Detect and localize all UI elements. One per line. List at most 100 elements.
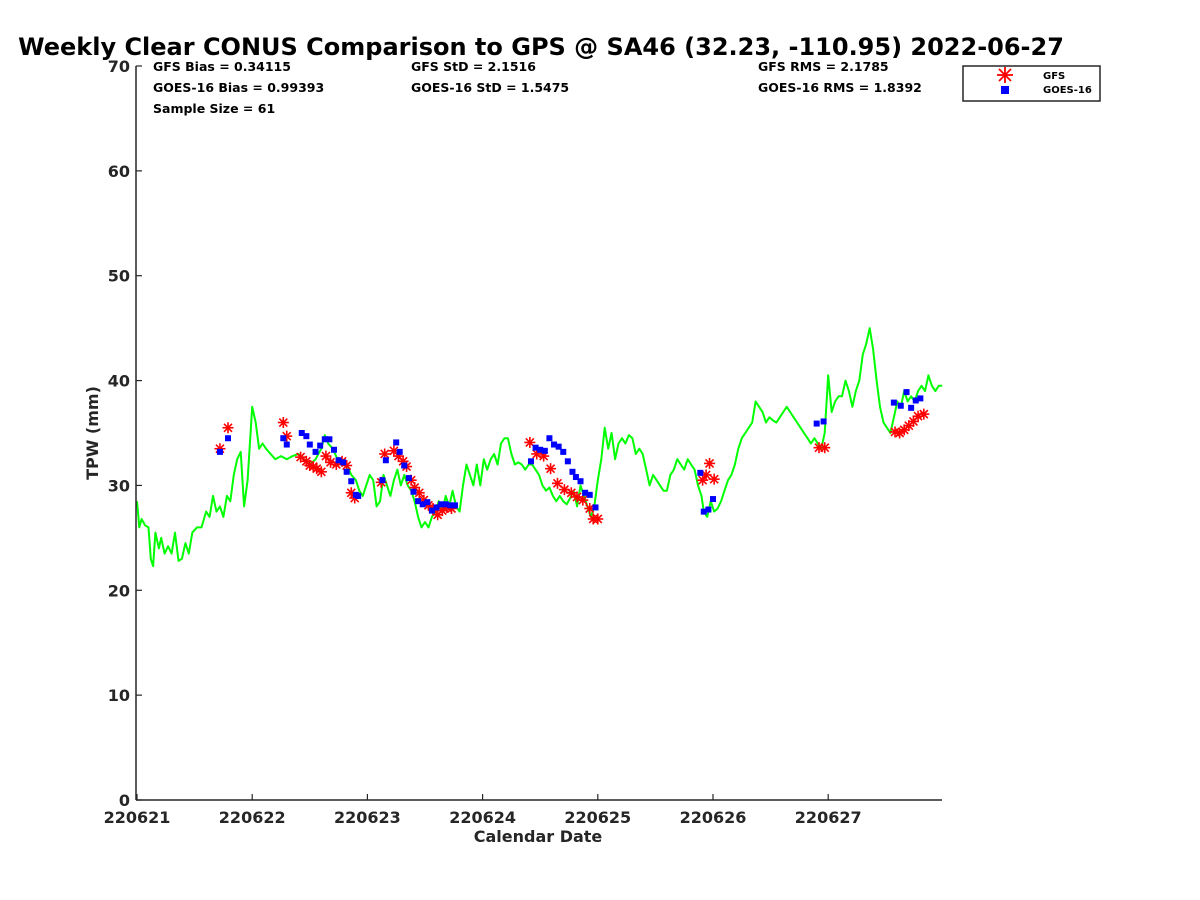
x-tick-label: 220627 — [795, 808, 862, 827]
x-tick-label: 220626 — [680, 808, 747, 827]
goes-point — [447, 502, 454, 509]
chart-title: Weekly Clear CONUS Comparison to GPS @ S… — [18, 33, 1064, 61]
stats-block: GFS Bias = 0.34115 GOES-16 Bias = 0.9939… — [153, 59, 922, 116]
gfs-series — [214, 408, 930, 525]
x-axis-label: Calendar Date — [474, 827, 603, 846]
goes-point — [298, 430, 305, 436]
goes-point — [572, 474, 579, 481]
goes-point — [419, 501, 426, 508]
stat-gfs-rms: GFS RMS = 2.1785 — [758, 59, 889, 74]
goes-point — [280, 435, 287, 442]
goes-point — [897, 402, 904, 409]
x-tick-label: 220622 — [219, 808, 286, 827]
y-tick-label: 20 — [108, 581, 130, 600]
gfs-point — [315, 466, 327, 478]
stat-goes-rms: GOES-16 RMS = 1.8392 — [758, 80, 922, 95]
goes-point — [890, 399, 897, 406]
goes-point — [820, 418, 827, 425]
goes-point — [541, 447, 548, 454]
y-tick-label: 10 — [108, 686, 130, 705]
gps-line — [136, 327, 943, 568]
goes-point — [569, 468, 576, 475]
goes-point — [537, 446, 544, 453]
goes-point — [551, 441, 558, 448]
goes-point — [697, 469, 704, 476]
gfs-point — [320, 450, 332, 462]
y-tick-label: 0 — [119, 791, 130, 810]
gfs-point — [700, 469, 712, 481]
gfs-point — [524, 436, 536, 448]
goes-point — [321, 436, 328, 443]
gfs-point — [577, 494, 589, 506]
legend: GFS GOES-16 — [962, 65, 1101, 102]
goes-point — [428, 507, 435, 514]
goes-point — [405, 475, 412, 482]
goes-point — [527, 458, 534, 465]
goes-point — [912, 397, 919, 404]
goes-point — [312, 448, 319, 455]
gfs-point — [708, 473, 720, 485]
gps-series — [136, 327, 943, 568]
goes-point — [705, 506, 712, 513]
y-tick-label: 40 — [108, 372, 130, 391]
goes-point — [283, 441, 290, 448]
gfs-point — [222, 422, 234, 434]
goes-point — [917, 395, 924, 402]
y-tick-label: 30 — [108, 476, 130, 495]
y-tick-label: 50 — [108, 267, 130, 286]
goes-point — [908, 404, 915, 411]
goes-point — [396, 448, 403, 455]
goes-point — [410, 488, 417, 495]
goes-point — [903, 389, 910, 396]
stat-gfs-std: GFS StD = 2.1516 — [411, 59, 536, 74]
goes-point — [393, 439, 400, 446]
goes-point — [303, 433, 310, 440]
goes-point — [564, 458, 571, 465]
gfs-point — [545, 463, 557, 475]
goes-point — [582, 489, 589, 496]
y-tick-label: 70 — [108, 57, 130, 76]
x-tick-label: 220625 — [564, 808, 631, 827]
goes-series — [216, 389, 924, 515]
goes-point — [813, 420, 820, 427]
goes-point — [586, 491, 593, 498]
stat-sample-size: Sample Size = 61 — [153, 101, 275, 116]
y-axis-label: TPW (mm) — [83, 386, 102, 480]
gfs-point — [277, 417, 289, 429]
goes-point — [330, 446, 337, 453]
x-tick-label: 220624 — [449, 808, 516, 827]
gfs-point — [565, 487, 577, 499]
legend-goes-marker-icon — [1001, 86, 1009, 94]
goes-point — [317, 442, 324, 449]
stat-goes-bias: GOES-16 Bias = 0.99393 — [153, 80, 324, 95]
goes-point — [438, 501, 445, 508]
goes-point — [306, 441, 313, 448]
goes-point — [700, 508, 707, 515]
legend-box — [962, 65, 1101, 102]
goes-point — [555, 443, 562, 450]
goes-point — [216, 448, 223, 455]
y-tick-label: 60 — [108, 162, 130, 181]
gfs-point — [413, 487, 425, 499]
goes-point — [424, 499, 431, 506]
goes-point — [379, 477, 386, 484]
goes-point — [355, 492, 362, 499]
x-ticks: 220621 220622 220623 220624 220625 220626 2206… — [104, 794, 862, 827]
x-tick-label: 220623 — [334, 808, 401, 827]
gfs-point — [592, 513, 604, 525]
legend-goes-label: GOES-16 — [1043, 85, 1092, 96]
legend-gfs-marker-icon — [997, 67, 1013, 83]
goes-point — [348, 478, 355, 485]
goes-point — [335, 457, 342, 464]
goes-point — [326, 436, 333, 443]
goes-point — [225, 435, 232, 442]
goes-point — [710, 496, 716, 503]
y-ticks: 0 10 20 30 40 50 60 70 — [108, 57, 142, 810]
goes-point — [340, 459, 347, 466]
stat-goes-std: GOES-16 StD = 1.5475 — [411, 80, 569, 95]
goes-point — [532, 444, 539, 451]
x-tick-label: 220621 — [104, 808, 171, 827]
goes-point — [415, 498, 422, 505]
goes-point — [343, 468, 350, 475]
